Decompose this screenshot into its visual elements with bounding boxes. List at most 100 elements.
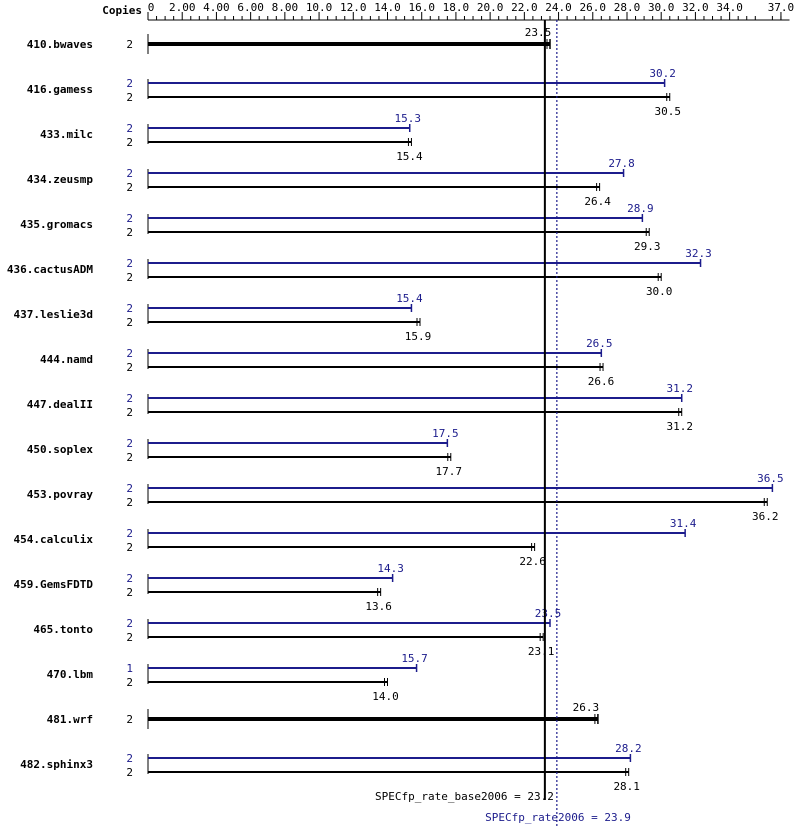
peak-copies: 2	[126, 392, 133, 405]
base-copies: 2	[126, 541, 133, 554]
peak-copies: 2	[126, 437, 133, 450]
benchmark-name: 436.cactusADM	[7, 263, 93, 276]
base-copies: 2	[126, 361, 133, 374]
x-tick-label: 16.0	[408, 1, 435, 14]
benchmark-name: 459.GemsFDTD	[14, 578, 94, 591]
copies-value: 2	[126, 38, 133, 51]
base-value-label: 28.1	[613, 780, 640, 793]
benchmark-name: 481.wrf	[47, 713, 93, 726]
base-copies: 2	[126, 766, 133, 779]
copies-value: 2	[126, 713, 133, 726]
peak-value-label: 14.3	[377, 562, 404, 575]
peak-value-label: 31.2	[666, 382, 693, 395]
x-tick-label: 2.00	[169, 1, 196, 14]
peak-copies: 2	[126, 302, 133, 315]
base-value-label: 17.7	[436, 465, 463, 478]
base-copies: 2	[126, 91, 133, 104]
x-tick-label: 14.0	[374, 1, 401, 14]
x-tick-label: 0	[148, 1, 155, 14]
x-tick-label: 22.0	[511, 1, 538, 14]
peak-value-label: 28.2	[615, 742, 642, 755]
benchmark-name: 447.dealII	[27, 398, 93, 411]
peak-copies: 2	[126, 617, 133, 630]
peak-value-label: 26.5	[586, 337, 613, 350]
base-value-label: 29.3	[634, 240, 661, 253]
peak-copies: 2	[126, 527, 133, 540]
benchmark-name: 465.tonto	[33, 623, 93, 636]
peak-value-label: 15.7	[401, 652, 428, 665]
base-value-label: 30.5	[655, 105, 682, 118]
base-value-label: 22.6	[519, 555, 546, 568]
x-tick-label: 8.00	[272, 1, 299, 14]
peak-value-label: 31.4	[670, 517, 697, 530]
base-value-label: 26.4	[584, 195, 611, 208]
base-value-label: 26.6	[588, 375, 615, 388]
base-value-label: 15.9	[405, 330, 432, 343]
x-tick-label: 20.0	[477, 1, 504, 14]
x-tick-label: 37.0	[768, 1, 795, 14]
base-copies: 2	[126, 136, 133, 149]
base-reference-label: SPECfp_rate_base2006 = 23.2	[375, 790, 554, 803]
benchmark-name: 444.namd	[40, 353, 93, 366]
x-tick-label: 28.0	[614, 1, 641, 14]
x-tick-label: 10.0	[306, 1, 333, 14]
peak-value-label: 36.5	[757, 472, 784, 485]
peak-copies: 2	[126, 77, 133, 90]
peak-copies: 2	[126, 572, 133, 585]
base-value-label: 23.1	[528, 645, 555, 658]
base-copies: 2	[126, 496, 133, 509]
base-value-label: 14.0	[372, 690, 399, 703]
peak-reference-label: SPECfp_rate2006 = 23.9	[485, 811, 631, 824]
peak-copies: 2	[126, 752, 133, 765]
benchmark-name: 435.gromacs	[20, 218, 93, 231]
benchmark-name: 416.gamess	[27, 83, 93, 96]
x-tick-label: 32.0	[682, 1, 709, 14]
base-copies: 2	[126, 181, 133, 194]
peak-value-label: 15.3	[394, 112, 421, 125]
benchmark-name: 482.sphinx3	[20, 758, 93, 771]
benchmark-name: 433.milc	[40, 128, 93, 141]
base-copies: 2	[126, 586, 133, 599]
peak-value-label: 15.4	[396, 292, 423, 305]
base-copies: 2	[126, 676, 133, 689]
x-tick-label: 18.0	[443, 1, 470, 14]
benchmark-name: 453.povray	[27, 488, 94, 501]
base-copies: 2	[126, 406, 133, 419]
copies-header: Copies	[102, 4, 142, 17]
peak-value-label: 30.2	[649, 67, 676, 80]
peak-copies: 2	[126, 257, 133, 270]
base-copies: 2	[126, 631, 133, 644]
peak-copies: 2	[126, 122, 133, 135]
base-value-label: 30.0	[646, 285, 673, 298]
x-tick-label: 26.0	[580, 1, 607, 14]
x-tick-label: 4.00	[203, 1, 230, 14]
base-copies: 2	[126, 226, 133, 239]
base-value-label: 31.2	[666, 420, 693, 433]
base-copies: 2	[126, 451, 133, 464]
base-copies: 2	[126, 316, 133, 329]
peak-copies: 2	[126, 347, 133, 360]
benchmark-name: 434.zeusmp	[27, 173, 94, 186]
x-tick-label: 24.0	[545, 1, 572, 14]
peak-copies: 1	[126, 662, 133, 675]
peak-copies: 2	[126, 482, 133, 495]
x-tick-label: 34.0	[716, 1, 743, 14]
peak-copies: 2	[126, 212, 133, 225]
benchmark-name: 470.lbm	[47, 668, 94, 681]
peak-value-label: 27.8	[608, 157, 635, 170]
base-value-label: 13.6	[365, 600, 392, 613]
benchmark-name: 454.calculix	[14, 533, 94, 546]
base-copies: 2	[126, 271, 133, 284]
peak-value-label: 23.5	[535, 607, 562, 620]
benchmark-name: 450.soplex	[27, 443, 94, 456]
peak-copies: 2	[126, 167, 133, 180]
base-value-label: 36.2	[752, 510, 779, 523]
benchmark-name: 410.bwaves	[27, 38, 93, 51]
bar-value-label: 26.3	[573, 701, 600, 714]
x-tick-label: 30.0	[648, 1, 675, 14]
x-tick-label: 12.0	[340, 1, 367, 14]
base-value-label: 15.4	[396, 150, 423, 163]
benchmark-name: 437.leslie3d	[14, 308, 93, 321]
